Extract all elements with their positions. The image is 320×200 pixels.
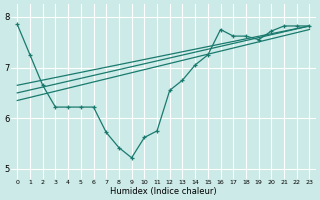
X-axis label: Humidex (Indice chaleur): Humidex (Indice chaleur) — [110, 187, 217, 196]
